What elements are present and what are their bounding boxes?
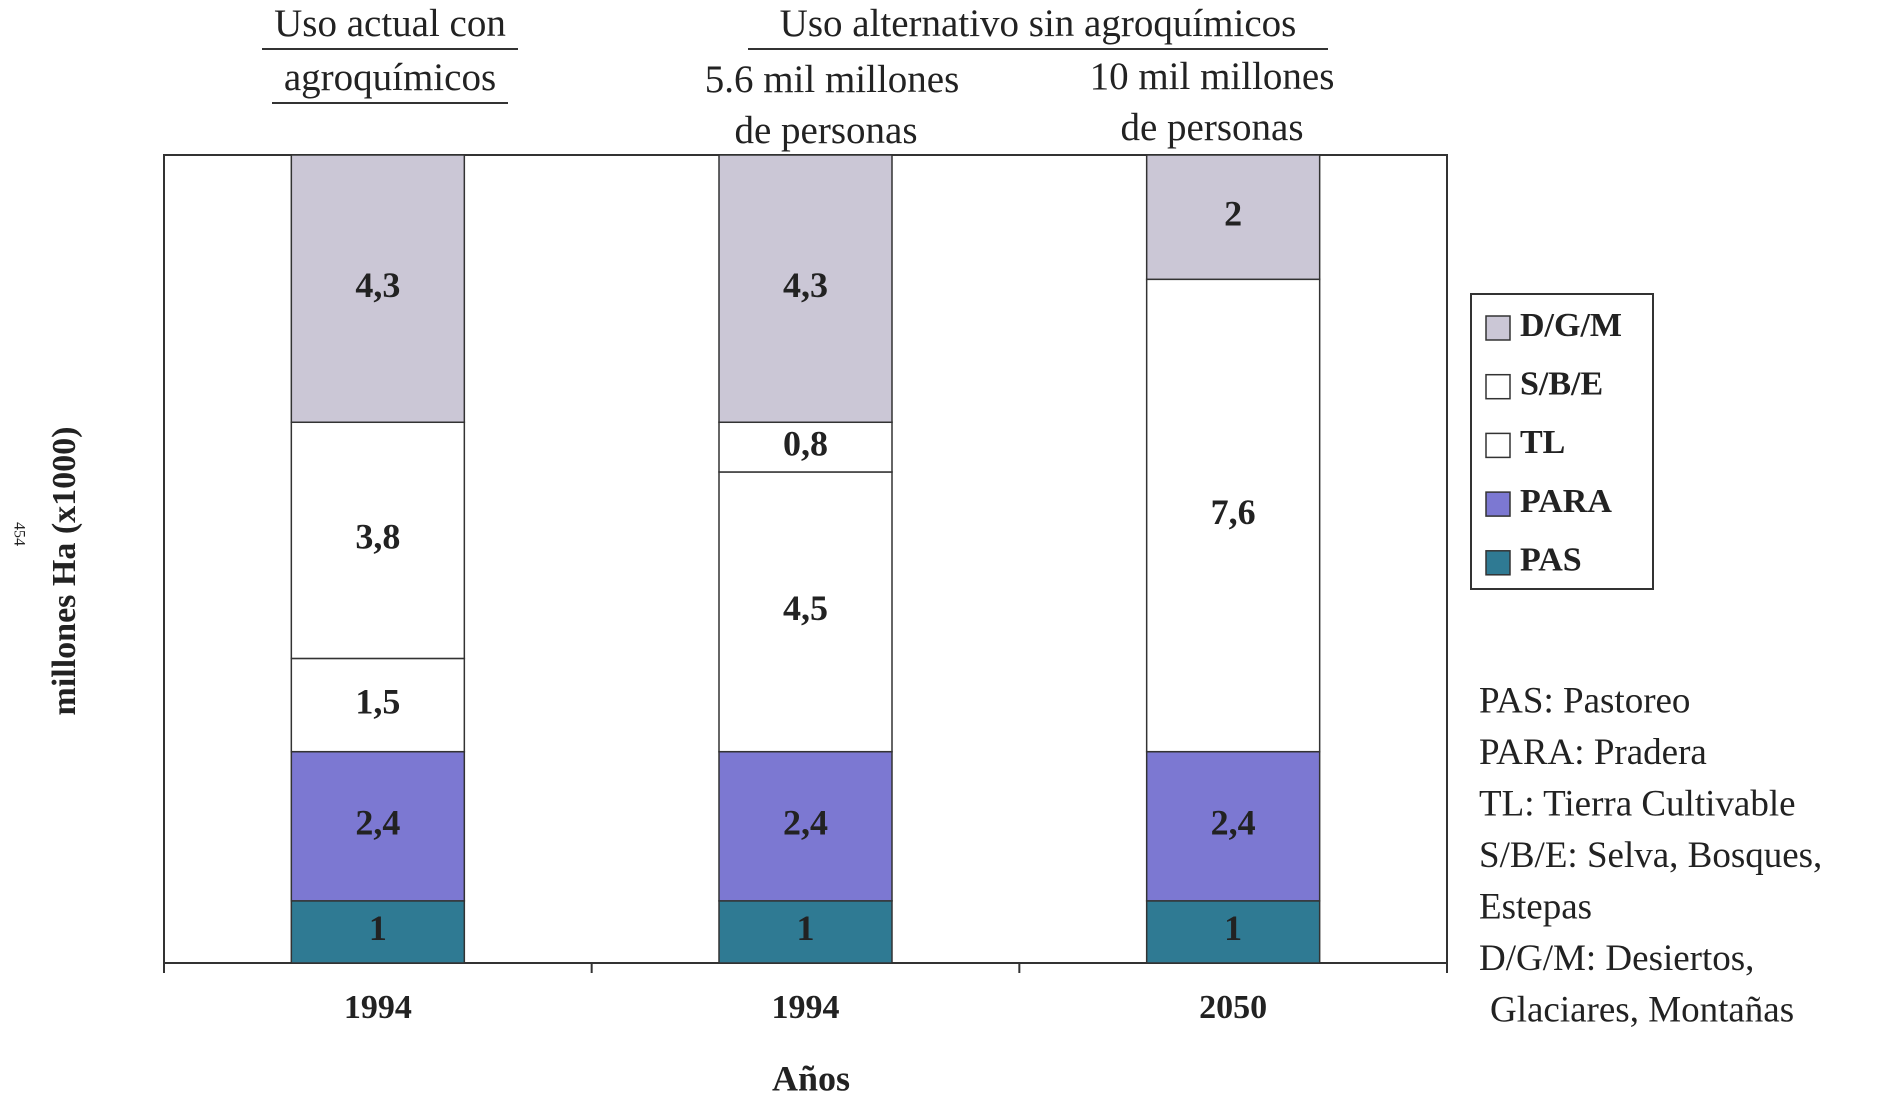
legend-swatch (1485, 491, 1511, 517)
data-label: 2 (1224, 193, 1242, 233)
legend-swatch (1485, 373, 1511, 400)
legend-label: S/B/E (1520, 365, 1603, 402)
bar-segment (290, 657, 466, 753)
x-tick-label: 1994 (344, 989, 412, 1026)
note: TL: Tierra Cultivable (1479, 783, 1796, 824)
note: Estepas (1479, 886, 1592, 927)
bar-segment (718, 900, 893, 964)
data-label: 3,8 (355, 517, 400, 557)
bar-segment (1145, 154, 1321, 281)
data-label: 1,5 (355, 681, 400, 721)
legend-label: D/G/M (1520, 307, 1622, 344)
bar-segment (718, 750, 893, 902)
header: de personas (734, 109, 917, 152)
x-axis-title: Años (772, 1058, 850, 1098)
legend-label: PAS (1520, 542, 1582, 579)
x-tick-label: 2050 (1199, 989, 1267, 1026)
header: agroquímicos (284, 56, 496, 99)
legend-swatch (1485, 550, 1511, 576)
bar-segment (290, 750, 466, 902)
bar-segment (718, 421, 893, 473)
page-number: 454 (10, 522, 27, 546)
data-label: 4,3 (355, 265, 400, 305)
header: 10 mil millones (1090, 55, 1335, 98)
legend-label: TL (1520, 424, 1565, 461)
data-label: 2,4 (783, 803, 828, 843)
data-label: 4,3 (783, 265, 828, 305)
data-label: 2,4 (1211, 803, 1256, 843)
note: D/G/M: Desiertos, (1479, 938, 1754, 979)
data-label: 1 (369, 908, 387, 948)
header: Uso actual con (274, 2, 506, 45)
bar-segment (290, 154, 466, 424)
data-label: 1 (1224, 908, 1242, 948)
y-axis-title: millones Ha (x1000) (46, 427, 83, 716)
data-label: 1 (797, 908, 815, 948)
note: PAS: Pastoreo (1479, 680, 1690, 721)
data-label: 7,6 (1211, 492, 1256, 532)
bar-segment (1145, 750, 1321, 902)
data-label: 0,8 (783, 423, 828, 463)
bar-segment (290, 421, 466, 660)
note: Glaciares, Montañas (1490, 989, 1794, 1030)
note: PARA: Pradera (1479, 732, 1707, 773)
header: 5.6 mil millones (705, 58, 960, 101)
data-label: 2,4 (355, 803, 400, 843)
header: de personas (1120, 106, 1303, 149)
x-tick-label: 1994 (772, 989, 840, 1026)
bar-segment (1145, 900, 1321, 964)
data-label: 4,5 (783, 588, 828, 628)
header: Uso alternativo sin agroquímicos (780, 2, 1297, 45)
bar-segment (718, 154, 893, 424)
bar-segment (1145, 278, 1321, 753)
legend-label: PARA (1520, 483, 1612, 520)
legend-swatch (1485, 315, 1511, 341)
note: S/B/E: Selva, Bosques, (1479, 835, 1822, 876)
legend-swatch (1485, 432, 1511, 459)
